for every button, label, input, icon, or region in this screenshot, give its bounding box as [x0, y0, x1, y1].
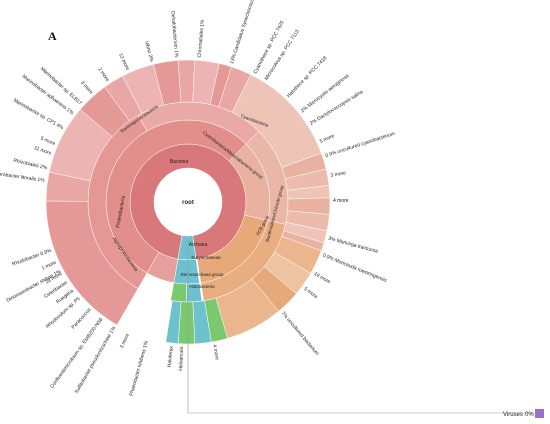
outer-label: Haloarcula: [178, 347, 185, 371]
outer-label: 5 more: [303, 286, 319, 300]
outer-label: 2% Dactylococcopsis salina: [309, 89, 365, 127]
level3-label: Halobacteria: [189, 284, 215, 289]
level2-label: Euryarchaeota: [191, 255, 221, 260]
outer-label: Cyanothece sp. PCC 7425: [253, 20, 286, 75]
viruses-label: Viruses: [503, 412, 523, 418]
outer-label: 0.9% uncultured cyanobacterium: [325, 131, 396, 159]
outer-label: 5 more: [319, 133, 336, 145]
outer-label: 3 more: [79, 80, 94, 96]
leaf-segment: [177, 59, 195, 103]
outer-label: 1 more: [41, 260, 58, 272]
outer-label: 2 more: [97, 67, 111, 83]
outer-label: Vibrio 2%: [143, 40, 154, 63]
outer-label: Sulfitobacter pseudonitzschiae 1%: [74, 325, 118, 395]
outer-label: 11 more: [33, 145, 52, 157]
outer-label: 5 more: [39, 136, 56, 148]
outer-label: 3% Marivirga tractuosa: [328, 236, 379, 255]
outer-label: Haloferax: [167, 345, 175, 367]
panel-letter: A: [48, 29, 57, 43]
outer-label: 4 more: [211, 344, 220, 361]
other-bacteria-segment: [146, 251, 179, 284]
outer-label: Chromatiales 1%: [197, 19, 206, 58]
leaf-segment: [165, 300, 182, 344]
halobacteria-segment: [170, 282, 187, 303]
root-center: [154, 168, 222, 236]
viruses-swatch: [535, 409, 544, 418]
outer-label: Rhizobiales 2%: [13, 158, 48, 172]
outer-label: 4 more: [333, 198, 349, 204]
level2-label: Proteobacteria: [115, 195, 127, 228]
outer-label: Erythrobacter litoralis 1%: [0, 170, 46, 184]
sunburst-rings: [45, 59, 331, 345]
root-label: root: [182, 200, 194, 206]
outer-label: Phaeobacter inhibens 1%: [128, 340, 150, 397]
outer-label: 13% Candidatus Synechococcus spongiarum: [229, 0, 266, 65]
viruses-pct: 0%: [525, 412, 534, 418]
outer-label: 3 more: [330, 170, 347, 179]
outer-label: Microcoleus sp. PCC 7113: [264, 29, 301, 82]
outer-label: 19 more: [313, 271, 332, 285]
outer-label: 12 more: [117, 52, 130, 71]
outer-label: Dehalobacterium 1%: [169, 11, 179, 58]
level1-label: Bacteria: [170, 159, 189, 165]
level1-label: Archaea: [189, 242, 208, 248]
outer-label: Paracoccus: [71, 307, 93, 331]
level3-label: Stenosarchaea group: [180, 272, 224, 277]
outer-label: 7% uncultured bacterium: [280, 311, 320, 357]
outer-label: 3 more: [119, 333, 131, 350]
